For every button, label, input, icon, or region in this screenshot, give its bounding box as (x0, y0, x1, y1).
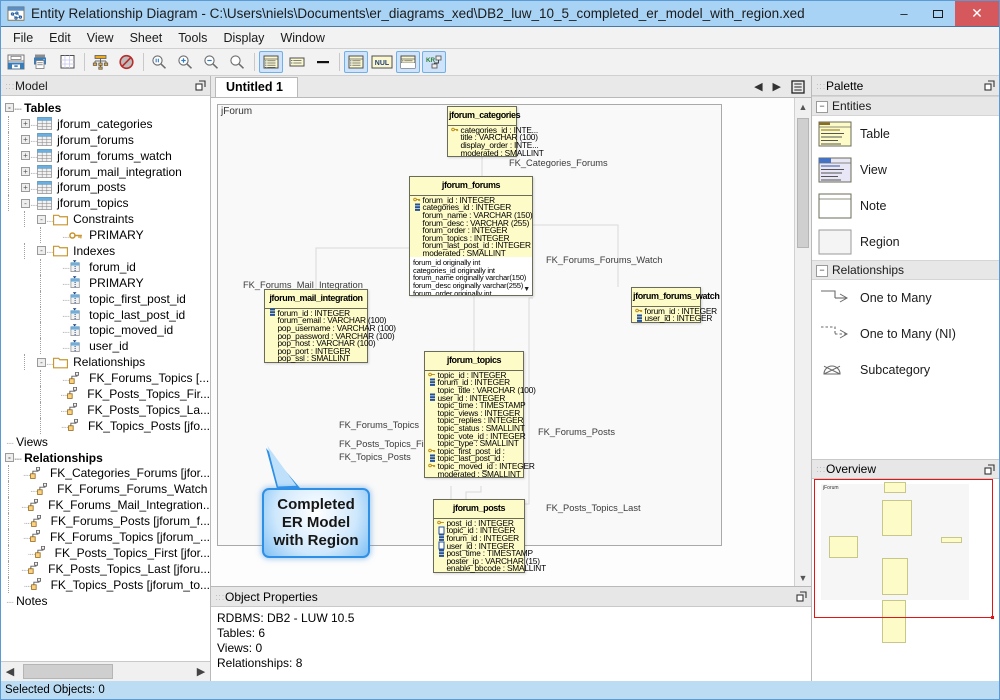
svg-text:NUL: NUL (375, 60, 390, 67)
